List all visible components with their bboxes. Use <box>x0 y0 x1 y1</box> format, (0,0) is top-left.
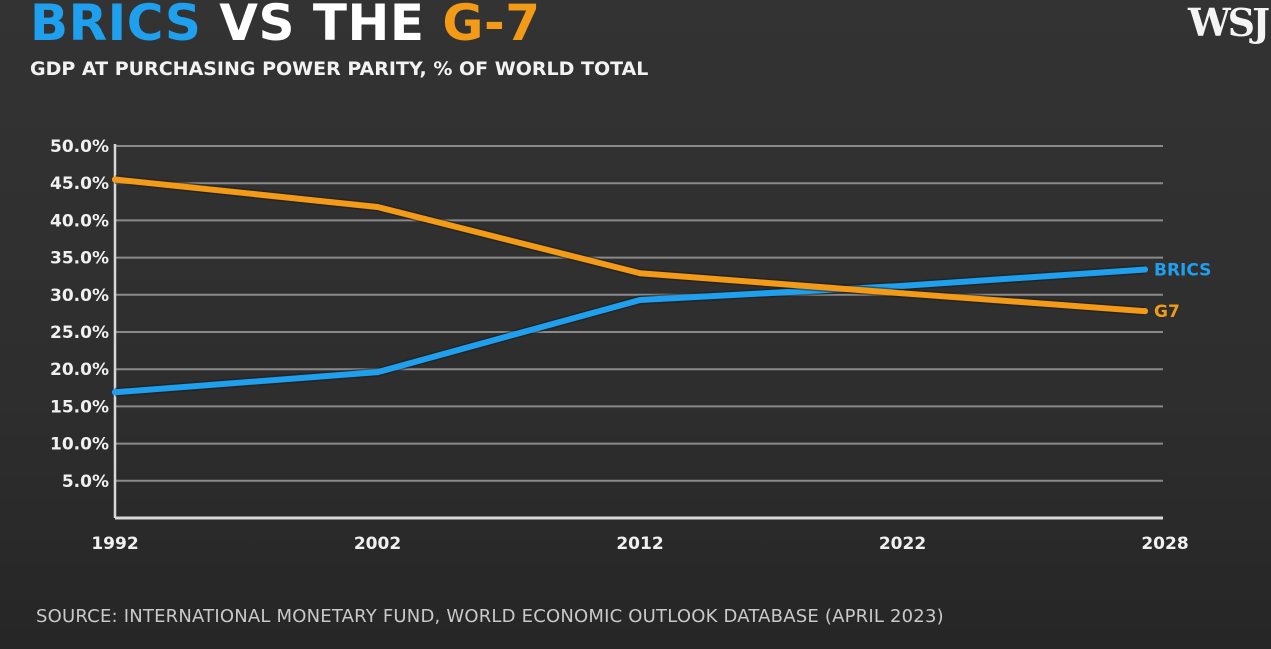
data-point-brics <box>374 369 381 376</box>
data-point-brics <box>112 389 118 396</box>
series-label-brics: BRICS <box>1154 261 1211 281</box>
x-tick-label: 2012 <box>616 534 663 554</box>
y-tick-label: 20.0% <box>50 360 109 380</box>
data-point-g7 <box>899 290 906 297</box>
title-g7: G-7 <box>442 0 541 52</box>
data-point-g7 <box>374 204 381 211</box>
source-note: SOURCE: INTERNATIONAL MONETARY FUND, WOR… <box>36 606 944 627</box>
data-point-g7 <box>112 176 118 183</box>
data-point-brics <box>1142 266 1148 273</box>
y-axis-ticks: 5.0% 10.0% 15.0% 20.0% 25.0% 30.0% 35.0% 40.0% 4… <box>50 137 109 492</box>
y-tick-label: 5.0% <box>62 472 109 492</box>
data-point-brics <box>899 282 906 289</box>
series-line-shadow <box>114 265 1146 397</box>
y-tick-label: 10.0% <box>50 435 109 455</box>
data-point-g7 <box>1142 308 1148 315</box>
y-tick-label: 35.0% <box>50 249 109 269</box>
series-lines <box>112 175 1148 397</box>
y-tick-label: 15.0% <box>50 397 109 417</box>
y-tick-label: 45.0% <box>50 174 109 194</box>
chart-subtitle: GDP AT PURCHASING POWER PARITY, % OF WOR… <box>30 58 649 80</box>
series-line-brics <box>112 266 1148 396</box>
data-point-g7 <box>637 270 643 277</box>
x-tick-label: 2028 <box>1141 534 1188 554</box>
title-vs-the: VS THE <box>201 0 443 52</box>
x-axis-ticks: 1992 2002 2012 2022 2028 <box>91 534 1188 554</box>
y-tick-label: 30.0% <box>50 286 109 306</box>
series-label-g7: G7 <box>1154 302 1180 322</box>
wsj-logo: WSJ <box>1188 0 1270 45</box>
y-tick-label: 25.0% <box>50 323 109 343</box>
data-point-brics <box>637 297 643 304</box>
chart-title: BRICS VS THE G-7 <box>30 0 541 52</box>
axes <box>113 144 1163 520</box>
gridlines <box>115 145 1163 482</box>
y-tick-label: 40.0% <box>50 211 109 231</box>
x-tick-label: 1992 <box>91 534 138 554</box>
series-end-labels: BRICS G7 <box>1154 261 1211 323</box>
title-brics: BRICS <box>30 0 202 52</box>
y-tick-label: 50.0% <box>50 137 109 157</box>
x-tick-label: 2002 <box>354 534 401 554</box>
x-tick-label: 2022 <box>879 534 926 554</box>
series-line-shadow <box>114 175 1146 316</box>
